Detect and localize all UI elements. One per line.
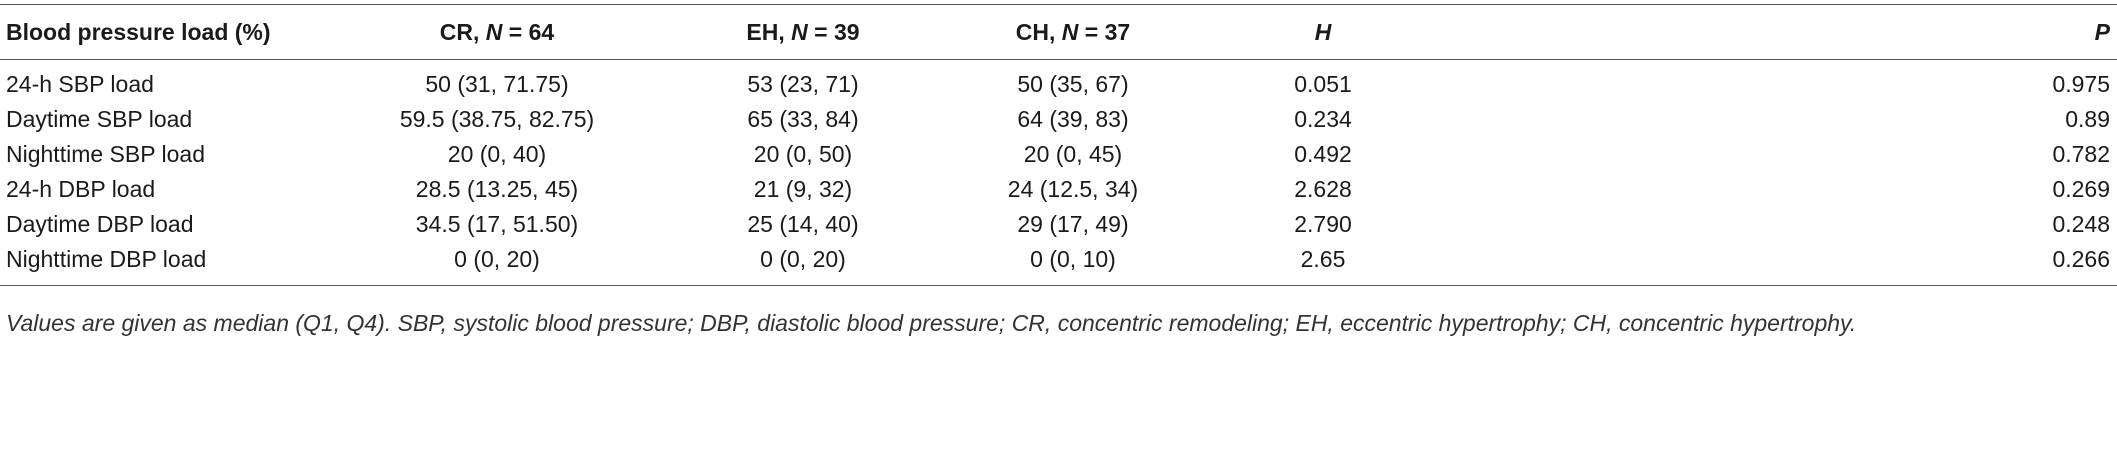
table-cell: 59.5 (38.75, 82.75): [399, 106, 595, 132]
table-cell: 50 (31, 71.75): [425, 71, 569, 97]
row-label: Daytime DBP load: [6, 211, 194, 237]
table-cell: 50 (35, 67): [1017, 71, 1129, 97]
table-cell: 21 (9, 32): [753, 176, 853, 202]
table-cell: 20 (0, 50): [753, 141, 853, 167]
group-symbol: N: [1061, 19, 1079, 45]
table-cell: 0.051: [1294, 71, 1352, 97]
table-cell: 65 (33, 84): [747, 106, 859, 132]
table-cell: 0.234: [1294, 106, 1352, 132]
table-cell: 0 (0, 10): [1030, 246, 1116, 272]
table-cell: 20 (0, 40): [447, 141, 547, 167]
table-cell: 0.266: [2052, 246, 2110, 272]
header-cell: P: [2094, 19, 2110, 45]
group-name: CH,: [1015, 19, 1062, 45]
header-cell: CR, N = 64: [440, 17, 554, 47]
table-cell: 64 (39, 83): [1017, 106, 1129, 132]
header-cell: EH, N = 39: [746, 17, 859, 47]
table-cell: 20 (0, 45): [1023, 141, 1123, 167]
table-cell: 24 (12.5, 34): [1007, 176, 1139, 202]
table-cell: 0.492: [1294, 141, 1352, 167]
row-label: 24-h SBP load: [6, 71, 154, 97]
row-label: 24-h DBP load: [6, 176, 156, 202]
table-cell: 34.5 (17, 51.50): [415, 211, 579, 237]
table-cell: 0 (0, 20): [760, 246, 846, 272]
footnote: Values are given as median (Q1, Q4). SBP…: [6, 310, 1857, 336]
bottom-rule: [0, 285, 2117, 286]
table-cell: 0.975: [2052, 71, 2110, 97]
row-label: Daytime SBP load: [6, 106, 193, 132]
top-rule: [0, 4, 2117, 5]
table-cell: 0.269: [2052, 176, 2110, 202]
table-cell: 0.782: [2052, 141, 2110, 167]
table-cell: 0.248: [2052, 211, 2110, 237]
table-cell: 25 (14, 40): [747, 211, 859, 237]
header-rule: [0, 59, 2117, 60]
group-symbol: N: [485, 19, 503, 45]
table-cell: 53 (23, 71): [747, 71, 859, 97]
group-count: = 64: [502, 19, 555, 45]
table-cell: 0.89: [2065, 106, 2110, 132]
table-cell: 29 (17, 49): [1017, 211, 1129, 237]
group-count: = 39: [807, 19, 860, 45]
group-name: EH,: [746, 19, 792, 45]
table-cell: 2.65: [1300, 246, 1346, 272]
group-count: = 37: [1078, 19, 1131, 45]
table-cell: 2.628: [1294, 176, 1352, 202]
header-cell: CH, N = 37: [1016, 17, 1130, 47]
group-symbol: N: [791, 19, 808, 45]
header-cell: H: [1314, 19, 1332, 45]
header-cell: Blood pressure load (%): [6, 19, 271, 45]
row-label: Nighttime SBP load: [6, 141, 206, 167]
table-cell: 2.790: [1294, 211, 1352, 237]
table-cell: 0 (0, 20): [454, 246, 540, 272]
row-label: Nighttime DBP load: [6, 246, 207, 272]
table-cell: 28.5 (13.25, 45): [415, 176, 579, 202]
group-name: CR,: [439, 19, 486, 45]
